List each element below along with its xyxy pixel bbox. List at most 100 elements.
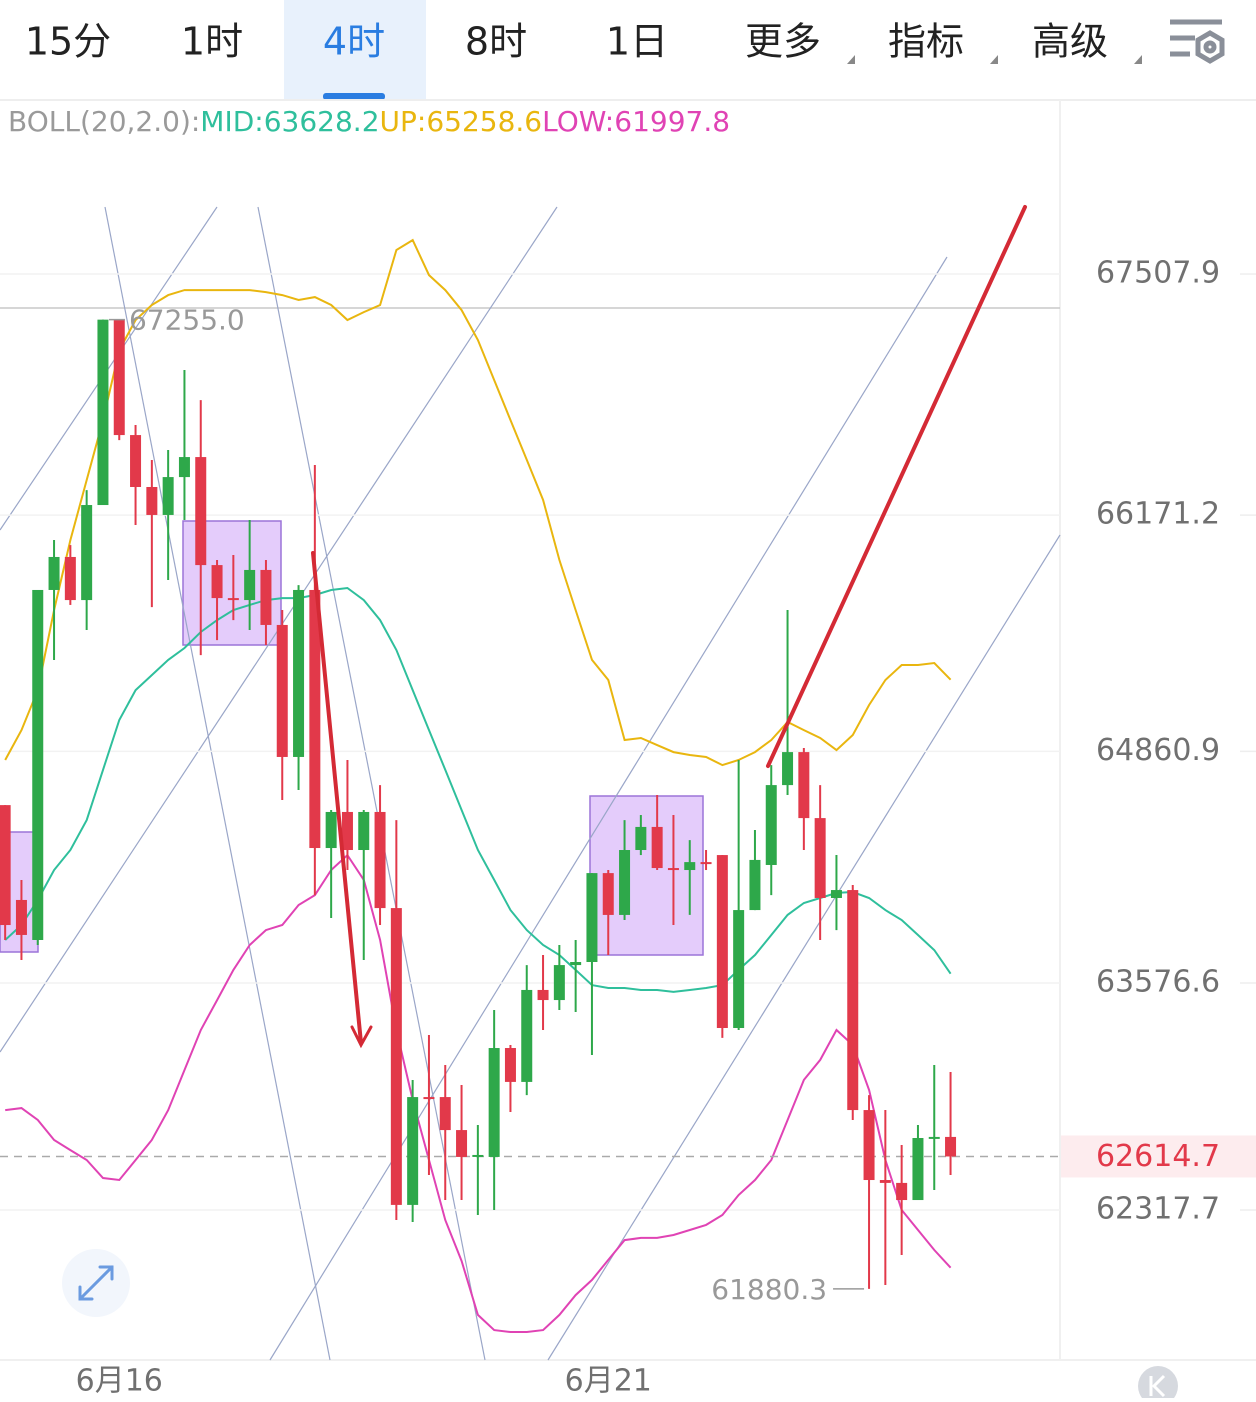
dropdown-caret (990, 55, 998, 64)
candle-body (260, 569, 272, 625)
candle-body (684, 862, 696, 871)
active-tab-indicator (323, 93, 385, 100)
candle-body (374, 811, 386, 909)
candle-body (945, 1136, 957, 1157)
tab[interactable]: 4时 (323, 20, 385, 64)
candle-body (863, 1110, 875, 1181)
legend-value: 65258.6 (426, 105, 542, 138)
current-price-label: 62614.7 (1096, 1139, 1220, 1174)
candle-body (733, 910, 745, 1029)
band-line (5, 853, 952, 1333)
y-tick-label: 62317.7 (1096, 1192, 1220, 1227)
tab[interactable]: 高级 (1032, 20, 1108, 64)
candle-body (782, 752, 794, 786)
candle-body (178, 457, 190, 478)
candle-body (635, 826, 647, 851)
candle-body (130, 435, 142, 487)
candle-body (912, 1138, 924, 1201)
expand-button[interactable] (62, 1249, 130, 1317)
candle-body (619, 850, 631, 915)
tab[interactable]: 1时 (181, 20, 243, 64)
y-tick-label: 67507.9 (1096, 256, 1220, 291)
tab-bar: 15分 1时 4时 8时 1日 更多 指标 高级 (25, 0, 1142, 100)
candle-body (341, 811, 353, 851)
annotation-arrows (311, 205, 1027, 1049)
candle-body (407, 1097, 419, 1205)
settings-icon[interactable] (1170, 19, 1225, 64)
candle-body (830, 890, 842, 898)
legend-value: 63628.2 (264, 105, 380, 138)
candle-body (358, 811, 370, 851)
candle-body (0, 805, 11, 926)
legend-label: UP: (380, 105, 427, 138)
candle-body (798, 752, 810, 819)
current-price-bg (1061, 1135, 1256, 1178)
candle-body (113, 319, 125, 436)
legend-label: LOW: (542, 105, 614, 138)
candle-body (293, 589, 305, 757)
max-marker-label: 67255.0 (129, 304, 245, 337)
candle-body (309, 589, 321, 849)
candle-body (439, 1097, 451, 1131)
candle-body (423, 1097, 435, 1100)
legend-text: BOLL(20,2.0):MID:63628.2UP:65258.6LOW:61… (8, 105, 730, 138)
candle-body (244, 569, 256, 601)
x-tick-label: 6月16 (76, 1364, 163, 1399)
candle-body (81, 505, 93, 601)
tab[interactable]: 更多 (745, 20, 821, 64)
candle-body (814, 818, 826, 898)
dropdown-caret (1134, 55, 1142, 64)
candle-body (325, 811, 337, 849)
candle-body (879, 1180, 891, 1183)
candle-body (488, 1048, 500, 1157)
candle-body (390, 908, 402, 1205)
y-tick-label: 63576.6 (1096, 964, 1220, 999)
candle-body (472, 1154, 484, 1157)
tab[interactable]: 15分 (25, 20, 111, 64)
candle-body (586, 873, 598, 963)
candle-body (48, 556, 60, 590)
candle-body (700, 862, 712, 865)
candle-body (32, 589, 44, 940)
candle-body (504, 1048, 516, 1082)
band-line (4, 238, 952, 767)
tab[interactable]: 8时 (465, 20, 527, 64)
y-tick-label: 64860.9 (1096, 733, 1220, 768)
min-marker-label: 61880.3 (711, 1273, 827, 1306)
candle-body (521, 989, 533, 1082)
candle-body (146, 486, 158, 515)
candle-body (537, 989, 549, 1001)
legend-label: MID: (200, 105, 263, 138)
candle-body (765, 785, 777, 865)
candle-body (553, 965, 565, 1001)
indicator-name: BOLL(20,2.0): (8, 105, 200, 138)
x-tick-label: 6月21 (565, 1364, 652, 1399)
candle-body (97, 319, 109, 506)
candles (0, 238, 1060, 1333)
tab[interactable]: 指标 (888, 20, 964, 64)
candle-body (716, 855, 728, 1029)
candle-body (276, 624, 288, 757)
dropdown-caret (847, 55, 855, 64)
legend-value: 61997.8 (614, 105, 730, 138)
k-button[interactable] (1138, 1366, 1178, 1402)
candle-body (162, 477, 174, 515)
band-line (4, 586, 952, 993)
candle-body (928, 1136, 940, 1139)
y-tick-label: 66171.2 (1096, 497, 1220, 532)
legend: BOLL(20,2.0):MID:63628.2UP:65258.6LOW:61… (8, 105, 730, 138)
candle-body (651, 826, 663, 869)
candle-body (15, 899, 27, 935)
candle-body (570, 962, 582, 966)
candle-body (64, 556, 76, 601)
candle-body (896, 1182, 908, 1201)
candle-body (211, 565, 223, 599)
tab[interactable]: 1日 (606, 20, 668, 64)
candle-body (195, 457, 207, 566)
candle-body (456, 1130, 468, 1157)
candle-body (227, 598, 239, 601)
candle-body (667, 868, 679, 871)
candle-body (847, 890, 859, 1111)
